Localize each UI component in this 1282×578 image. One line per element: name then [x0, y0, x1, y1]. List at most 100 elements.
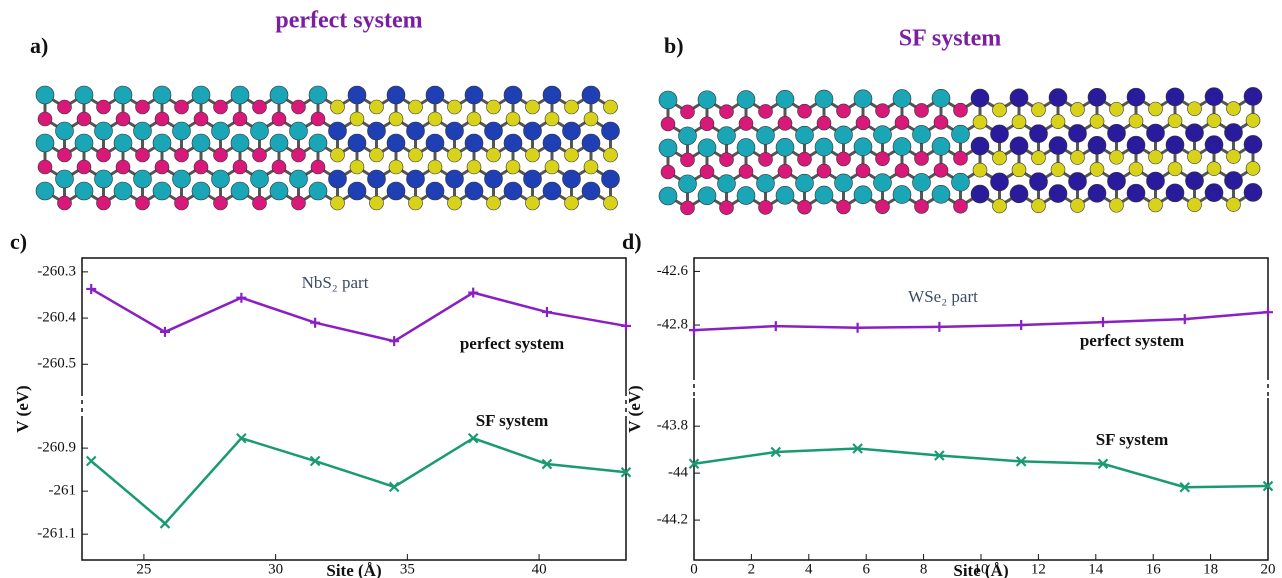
atom	[659, 91, 677, 109]
annotation: WSe₂ part	[908, 287, 978, 306]
atom	[679, 175, 697, 193]
atom	[311, 112, 325, 126]
atom	[97, 196, 111, 210]
atom	[993, 199, 1007, 213]
atom	[659, 139, 677, 157]
atom	[798, 200, 812, 214]
atom	[543, 86, 561, 104]
atom	[739, 165, 753, 179]
atom	[485, 170, 503, 188]
atom	[526, 100, 540, 114]
atom	[681, 105, 695, 119]
atom	[1246, 161, 1260, 175]
atom	[36, 86, 54, 104]
atom	[192, 134, 210, 152]
atom	[1032, 199, 1046, 213]
atom	[739, 117, 753, 131]
atom	[1127, 88, 1145, 106]
atom	[136, 196, 150, 210]
atom	[1108, 124, 1126, 142]
x-tick-label: 8	[920, 561, 928, 577]
atom	[526, 148, 540, 162]
x-tick-label: 6	[862, 561, 870, 577]
atom	[1012, 115, 1026, 129]
atom	[407, 122, 425, 140]
atom	[720, 201, 734, 215]
atom	[56, 122, 74, 140]
atom	[272, 112, 286, 126]
series-label: SF system	[476, 411, 549, 430]
y-tick-label: -42.8	[657, 316, 688, 332]
atom	[798, 152, 812, 166]
atom	[543, 182, 561, 200]
atom	[387, 182, 405, 200]
atom	[292, 100, 306, 114]
atom	[75, 182, 93, 200]
atom	[1205, 136, 1223, 154]
atom	[194, 160, 208, 174]
atom	[56, 170, 74, 188]
atom	[932, 89, 950, 107]
atom	[1110, 102, 1124, 116]
point-marker	[310, 318, 320, 328]
atom	[77, 160, 91, 174]
atom	[1188, 198, 1202, 212]
atom	[309, 134, 327, 152]
figure: a) perfect system b) SF system -261.1-26…	[0, 0, 1282, 578]
atom	[114, 86, 132, 104]
atom	[1188, 102, 1202, 116]
atom	[759, 200, 773, 214]
x-tick-label: 16	[1146, 561, 1162, 577]
atom	[370, 148, 384, 162]
atom	[876, 152, 890, 166]
atom	[331, 196, 345, 210]
atom	[563, 122, 581, 140]
atom	[584, 160, 598, 174]
atom	[368, 122, 386, 140]
panel-label: d)	[622, 229, 642, 254]
x-axis-label: Site (Å)	[953, 561, 1008, 578]
atom	[270, 86, 288, 104]
atom	[835, 174, 853, 192]
atom	[1108, 172, 1126, 190]
atom	[837, 104, 851, 118]
atom	[1168, 162, 1182, 176]
atom	[718, 127, 736, 145]
point-marker	[87, 457, 96, 466]
atom	[1227, 150, 1241, 164]
atom	[720, 153, 734, 167]
atom	[1071, 102, 1085, 116]
atom	[700, 165, 714, 179]
atom	[971, 89, 989, 107]
atom	[1129, 114, 1143, 128]
atom	[214, 100, 228, 114]
atom	[212, 122, 230, 140]
atom	[1088, 184, 1106, 202]
atom	[1071, 150, 1085, 164]
atom	[1069, 124, 1087, 142]
atom	[116, 112, 130, 126]
point-marker	[621, 321, 631, 331]
atom	[233, 112, 247, 126]
atom	[545, 160, 559, 174]
atom	[504, 86, 522, 104]
atom	[251, 170, 269, 188]
atom	[913, 125, 931, 143]
atom	[874, 174, 892, 192]
atom	[270, 134, 288, 152]
atom	[796, 174, 814, 192]
atom	[1090, 162, 1104, 176]
atom	[192, 86, 210, 104]
atom	[720, 105, 734, 119]
atom	[604, 148, 618, 162]
axis-frame	[82, 258, 626, 560]
series-label: perfect system	[460, 334, 564, 353]
atom	[1010, 89, 1028, 107]
atom	[409, 100, 423, 114]
point-marker	[1016, 320, 1026, 330]
atom	[1049, 137, 1067, 155]
x-tick-label: 20	[1261, 561, 1276, 577]
atom	[1244, 183, 1262, 201]
atom	[36, 134, 54, 152]
atom	[136, 100, 150, 114]
